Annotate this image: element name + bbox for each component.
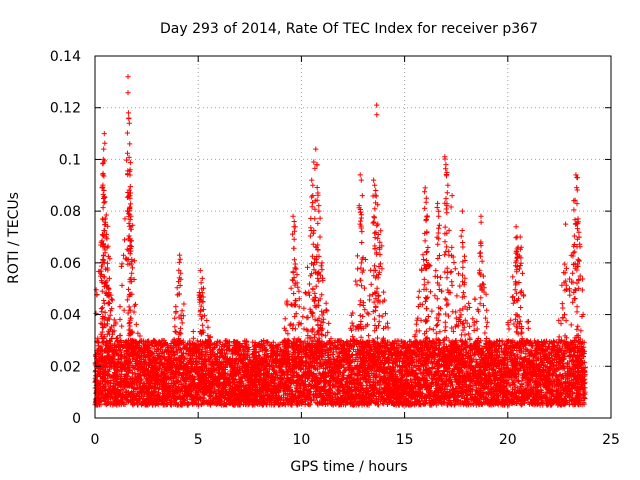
y-tick-label: 0.04 <box>50 308 81 324</box>
y-tick-label: 0.06 <box>50 256 81 272</box>
scatter-points <box>92 74 588 408</box>
x-axis-label: GPS time / hours <box>290 459 407 475</box>
axis-tick-labels: 0 5 10 15 20 25 0 0.02 0.04 0.06 0.08 0.1 0.12 0.14 <box>50 49 620 448</box>
y-tick-label: 0.02 <box>50 359 81 375</box>
y-tick-label: 0.12 <box>50 101 81 117</box>
x-tick-label: 10 <box>292 432 310 448</box>
grid-lines <box>95 56 611 418</box>
x-tick-label: 15 <box>396 432 414 448</box>
x-tick-label: 0 <box>91 432 100 448</box>
y-tick-label: 0 <box>72 411 81 427</box>
axis-ticks <box>94 55 612 419</box>
y-tick-label: 0.08 <box>50 204 81 220</box>
x-tick-label: 25 <box>602 432 620 448</box>
chart-title: Day 293 of 2014, Rate Of TEC Index for r… <box>160 21 538 37</box>
y-axis-label: ROTI / TECUs <box>6 192 22 284</box>
x-tick-label: 5 <box>194 432 203 448</box>
plot-frame <box>94 55 612 419</box>
x-tick-label: 20 <box>499 432 517 448</box>
y-tick-label: 0.14 <box>50 49 81 65</box>
y-tick-label: 0.1 <box>59 152 81 168</box>
roti-markers <box>92 74 588 408</box>
